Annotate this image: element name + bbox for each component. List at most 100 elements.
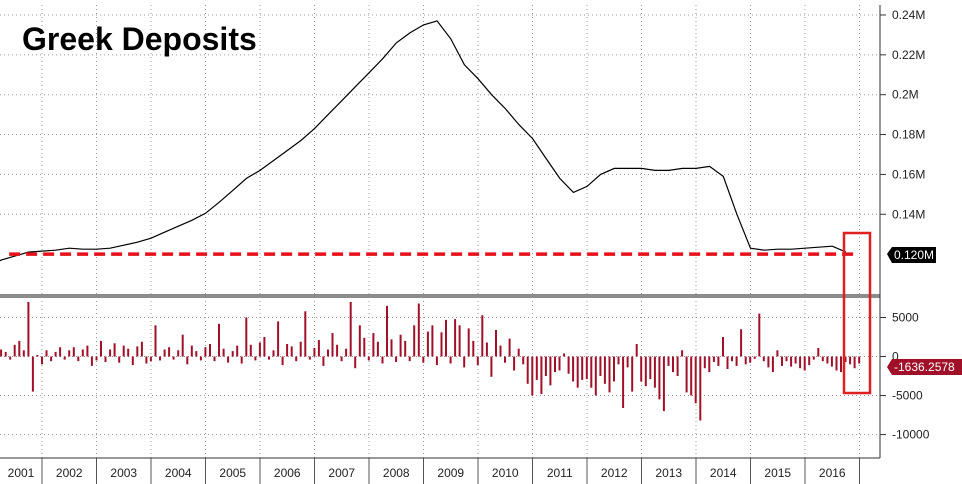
bar — [758, 313, 761, 357]
bar — [222, 348, 225, 357]
bar — [844, 356, 847, 362]
y-tick-label: 0.18M — [892, 128, 925, 142]
bar — [245, 317, 248, 357]
bar — [118, 356, 121, 363]
bar — [549, 356, 552, 386]
x-tick-label: 2007 — [328, 466, 355, 480]
bar — [649, 356, 652, 380]
bar — [781, 356, 783, 366]
bar — [817, 348, 820, 357]
bar — [186, 356, 189, 365]
x-tick-label: 2004 — [165, 466, 192, 480]
bar — [127, 348, 130, 357]
bar — [717, 356, 720, 366]
bar — [522, 356, 525, 365]
bar — [349, 301, 352, 357]
bar — [240, 356, 243, 364]
bar — [358, 325, 361, 357]
bar — [449, 356, 452, 364]
bar — [209, 344, 211, 357]
bar — [426, 331, 429, 357]
bar — [177, 350, 180, 357]
bar — [295, 356, 298, 362]
bar — [154, 325, 157, 357]
bar — [454, 319, 457, 357]
bar — [685, 356, 688, 393]
y-tick-label: 0 — [892, 350, 899, 364]
bar — [812, 356, 815, 360]
bar — [281, 356, 284, 366]
bar — [376, 341, 379, 357]
bar — [594, 356, 597, 396]
bar — [731, 356, 733, 362]
bar — [413, 325, 416, 357]
bar — [672, 356, 674, 373]
bar — [249, 344, 252, 357]
x-tick-label: 2001 — [8, 466, 35, 480]
bar — [258, 342, 261, 357]
bar — [658, 356, 661, 400]
bar — [286, 344, 289, 357]
bar — [0, 349, 3, 357]
bar — [771, 356, 774, 373]
bar — [476, 356, 479, 366]
x-tick-label: 2002 — [56, 466, 83, 480]
bar — [95, 356, 98, 361]
bar — [263, 337, 266, 357]
bar — [808, 356, 811, 366]
x-tick-label: 2016 — [819, 466, 846, 480]
bar — [858, 356, 861, 364]
bar — [340, 356, 343, 362]
last-value-label-bottom: -1636.2578 — [894, 360, 955, 374]
bar — [590, 356, 593, 388]
bar — [653, 356, 656, 388]
bar — [86, 345, 89, 357]
bar — [290, 346, 293, 357]
bar — [36, 355, 39, 357]
bar — [726, 356, 729, 369]
bar — [690, 356, 693, 396]
bar — [331, 333, 334, 357]
bar — [190, 345, 193, 357]
bar — [204, 347, 207, 357]
bar — [440, 332, 443, 357]
bar — [299, 341, 302, 357]
x-tick-label: 2003 — [110, 466, 137, 480]
bar — [853, 356, 856, 369]
bar — [608, 356, 611, 393]
bar — [495, 330, 497, 357]
bar — [517, 348, 520, 357]
bar — [617, 356, 620, 365]
bar — [231, 351, 234, 357]
bar — [277, 321, 280, 357]
bar — [308, 356, 311, 360]
bar — [213, 356, 216, 362]
bar — [794, 356, 797, 364]
bar — [327, 349, 329, 357]
x-tick-label: 2009 — [437, 466, 464, 480]
y-tick-label: 0.22M — [892, 48, 925, 62]
bar — [172, 356, 175, 360]
bar — [662, 356, 665, 412]
bar — [313, 348, 316, 357]
bar — [535, 356, 538, 380]
bar — [708, 356, 711, 373]
bar — [304, 311, 307, 357]
bar — [749, 356, 752, 363]
bar — [576, 356, 579, 388]
bar — [481, 315, 484, 357]
bar — [712, 356, 715, 362]
bar — [149, 356, 152, 362]
bar — [18, 340, 21, 357]
bar — [90, 356, 93, 366]
bar — [803, 356, 806, 371]
highlight-box — [842, 231, 872, 395]
bar — [463, 356, 466, 368]
bar — [399, 334, 402, 357]
bar — [613, 356, 615, 382]
bar — [849, 356, 852, 365]
x-tick-label: 2014 — [710, 466, 737, 480]
bar — [694, 356, 697, 404]
bar — [109, 349, 112, 357]
